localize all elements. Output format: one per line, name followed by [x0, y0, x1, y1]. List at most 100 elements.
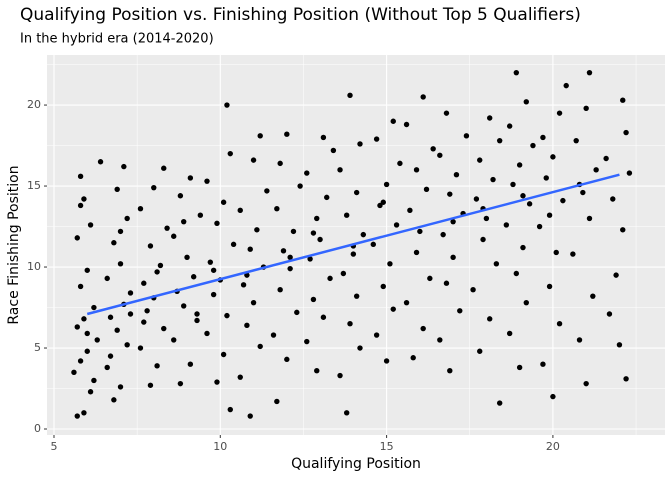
point	[543, 175, 549, 181]
point	[210, 291, 217, 298]
point	[71, 369, 77, 376]
point	[304, 170, 310, 176]
point	[190, 274, 197, 280]
point	[623, 376, 629, 382]
point	[171, 337, 177, 343]
point	[224, 312, 230, 319]
point	[583, 380, 589, 387]
point	[450, 254, 456, 261]
point	[337, 372, 343, 379]
point	[513, 270, 520, 277]
point	[114, 327, 120, 333]
point	[353, 189, 360, 196]
point	[177, 193, 184, 199]
point	[420, 325, 426, 332]
point	[314, 215, 320, 222]
point	[373, 136, 380, 142]
point	[227, 150, 233, 157]
x-tick-label: 20	[546, 440, 560, 453]
point	[580, 189, 586, 196]
point	[294, 309, 300, 316]
point	[490, 176, 496, 183]
point	[390, 306, 396, 312]
point	[277, 160, 283, 167]
point	[573, 137, 579, 144]
point	[220, 199, 227, 205]
point	[137, 345, 144, 351]
point	[137, 206, 144, 212]
point	[227, 406, 233, 413]
point	[187, 361, 194, 367]
point	[546, 283, 553, 290]
point	[373, 332, 380, 338]
point	[347, 321, 353, 327]
point	[270, 332, 277, 338]
point	[250, 157, 257, 163]
point	[387, 261, 393, 267]
point	[583, 105, 589, 111]
point	[81, 196, 87, 202]
point	[606, 311, 613, 317]
point	[224, 102, 230, 108]
point	[107, 314, 114, 320]
point	[553, 249, 559, 256]
point	[453, 172, 460, 178]
point	[390, 118, 396, 124]
point	[77, 283, 84, 290]
point	[407, 207, 413, 214]
point	[430, 146, 436, 152]
point	[530, 142, 536, 149]
point	[104, 364, 110, 371]
x-tick-label: 10	[213, 440, 227, 453]
point	[124, 215, 130, 222]
point	[154, 269, 160, 275]
point	[570, 251, 576, 257]
point	[81, 316, 87, 322]
point	[360, 231, 367, 238]
point	[586, 215, 593, 222]
point	[210, 267, 217, 273]
point	[463, 133, 470, 139]
point	[194, 317, 200, 324]
point	[613, 272, 619, 278]
point	[107, 353, 114, 359]
point	[523, 299, 529, 306]
x-tick-label: 15	[380, 440, 394, 453]
point	[610, 196, 616, 202]
point	[473, 196, 480, 202]
point	[157, 262, 164, 269]
point	[310, 230, 317, 236]
point	[546, 212, 553, 218]
y-axis-label: Race Finishing Position	[6, 165, 22, 324]
point	[410, 355, 416, 361]
point	[247, 246, 253, 252]
point	[593, 167, 599, 173]
point	[506, 330, 513, 337]
point	[117, 261, 124, 267]
point	[413, 249, 420, 256]
point	[520, 244, 526, 251]
point	[111, 240, 117, 246]
point	[556, 110, 563, 116]
point	[87, 222, 94, 228]
point	[87, 389, 94, 395]
point	[147, 243, 154, 249]
point	[420, 94, 426, 100]
point	[556, 321, 563, 327]
point	[343, 212, 350, 218]
point	[620, 97, 626, 103]
y-tick-label: 0	[34, 422, 41, 435]
point	[427, 275, 433, 282]
point	[264, 188, 270, 194]
point	[324, 194, 330, 201]
point	[317, 236, 323, 243]
point	[450, 218, 456, 225]
x-axis-label: Qualifying Position	[291, 456, 421, 472]
point	[403, 299, 410, 306]
point	[423, 186, 430, 192]
point	[314, 367, 320, 374]
point	[91, 377, 97, 384]
point	[470, 287, 476, 293]
point	[164, 225, 170, 231]
point	[147, 382, 154, 388]
